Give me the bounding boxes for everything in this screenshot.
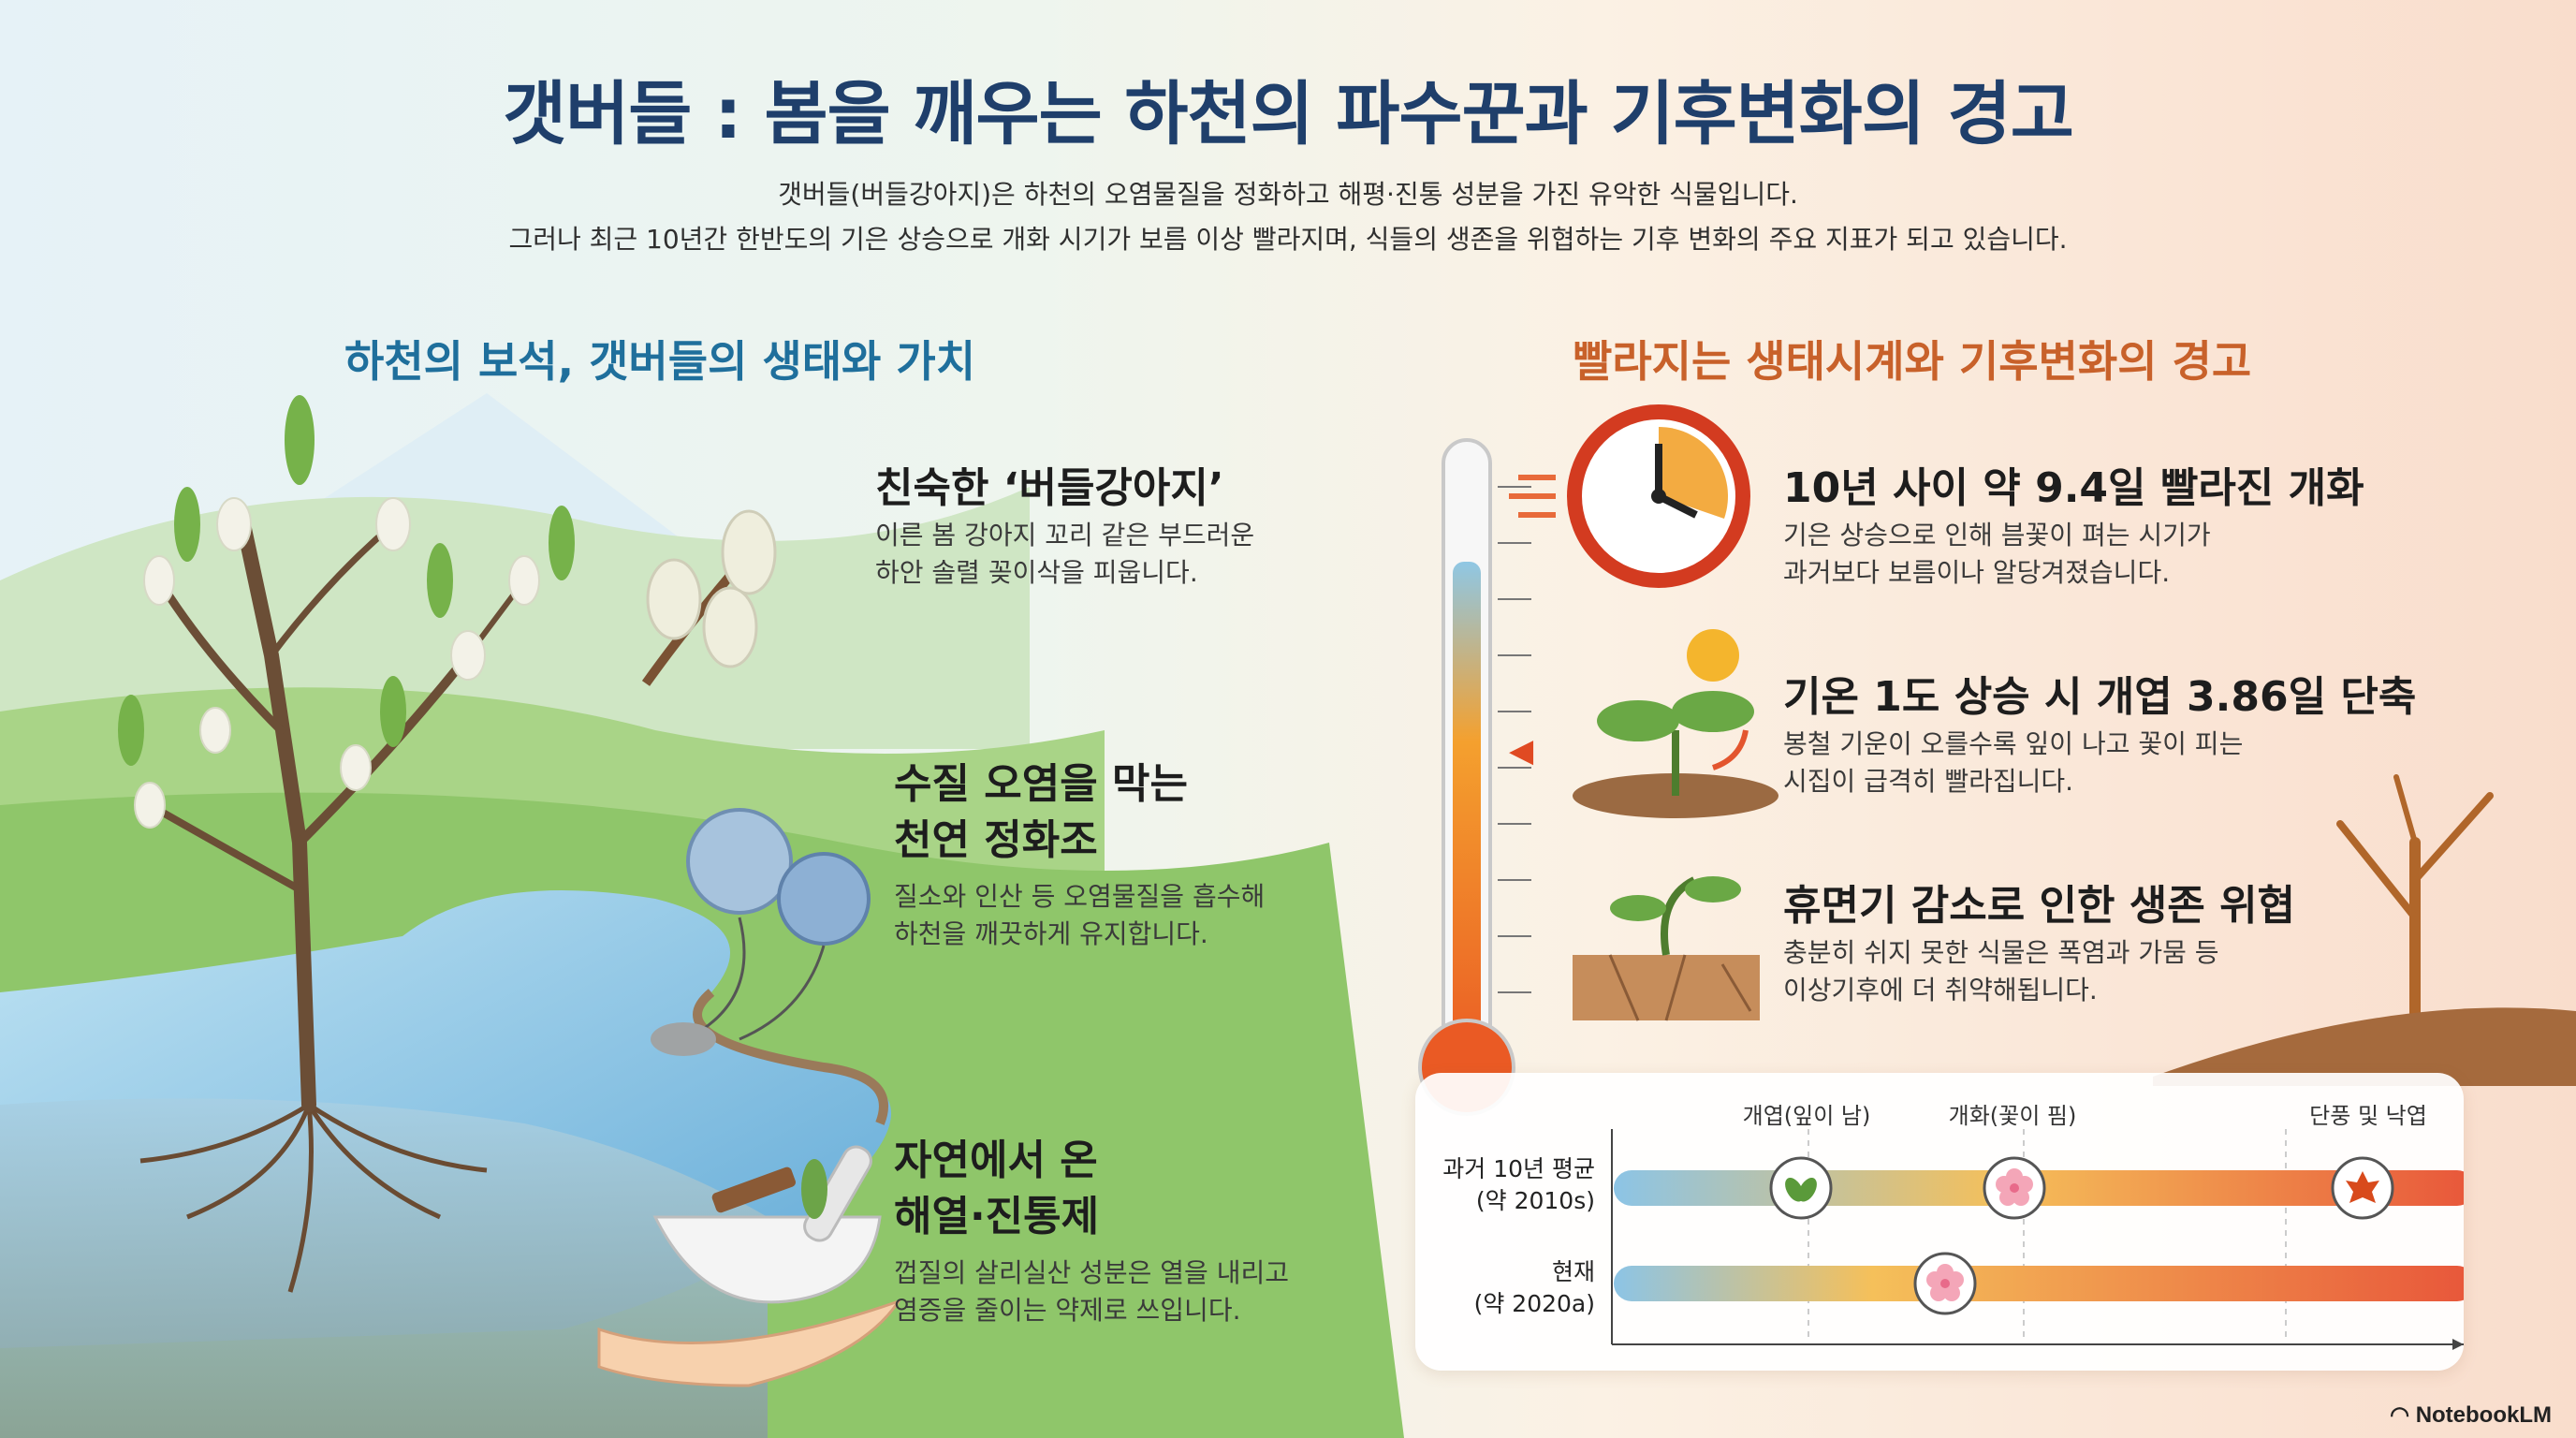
mortar-hand-icon — [597, 1145, 902, 1387]
left-item-2-desc-1: 질소와 인산 등 오염물질을 흡수해 — [894, 881, 1266, 912]
thermometer-marker: ◀ — [1509, 732, 1534, 770]
right-item-2-desc-2: 시집이 급격히 빨라집니다. — [1783, 766, 2074, 797]
right-item-1-desc-1: 기은 상승으로 인해 븜꽃이 펴는 시기가 — [1783, 520, 2211, 550]
bar-now — [1614, 1266, 2464, 1301]
label-leafing: 개엽(잎이 남) — [1742, 1103, 1871, 1129]
right-item-3-desc-1: 충분히 쉬지 못한 식물은 폭염과 가뭄 등 — [1783, 937, 2219, 968]
right-item-3-title: 휴면기 감소로 인한 생존 위협 — [1783, 882, 2296, 930]
right-item-2: 기온 1도 상승 시 개엽 3.86일 단축 봉철 기운이 오를수록 잎이 나고… — [1783, 669, 2416, 800]
right-item-3-desc-2: 이상기후에 더 취약해됩니다. — [1783, 975, 2098, 1005]
flower-icon — [1913, 1252, 1977, 1315]
cracked-ground — [2153, 1007, 2576, 1086]
label-autumn: 단풍 및 낙엽 — [2309, 1103, 2427, 1129]
left-item-3-desc-2: 염증을 줄이는 약제로 쓰입니다. — [894, 1295, 1241, 1326]
willow-catkin-icon — [641, 509, 777, 686]
row-now-line1: 현재 — [1551, 1258, 1595, 1285]
leaf-icon — [1769, 1156, 1833, 1220]
willow-tree — [146, 517, 527, 1112]
ground-cross-section — [0, 1098, 768, 1438]
left-item-2: 수질 오염을 막는 천연 정화조 질소와 인산 등 오염물질을 흡수해 하천을 … — [894, 756, 1265, 953]
intro-line-2: 그러나 최근 10년간 한반도의 기은 상승으로 개화 시기가 보름 이상 빨라… — [508, 224, 2068, 255]
row-now-line2: (약 2020a) — [1473, 1290, 1595, 1317]
tree-roots — [139, 1102, 488, 1293]
left-item-2-title-1: 수질 오염을 막는 — [894, 760, 1188, 808]
left-item-3-title-2: 해열·진통제 — [894, 1193, 1100, 1240]
left-item-3-title-1: 자연에서 온 — [894, 1137, 1098, 1184]
page-title: 갯버들 : 봄을 깨우는 하천의 파수꾼과 기후변화의 경고 — [503, 74, 2074, 154]
flower-icon — [1983, 1156, 2046, 1220]
left-item-2-title-2: 천연 정화조 — [894, 816, 1098, 864]
sprout-sun-icon — [1573, 629, 1778, 818]
left-item-1-desc-2: 하안 솔렬 꽂이삭을 피웁니다. — [875, 557, 1198, 588]
timeline-bars — [1611, 1129, 2464, 1350]
credit-label: ◠ NotebookLM — [2390, 1402, 2552, 1428]
leaves — [118, 395, 575, 766]
left-item-3-desc-1: 껍질의 살리실산 성분은 열을 내리고 — [894, 1257, 1290, 1288]
river-bank — [693, 989, 888, 1125]
left-item-1-title: 친숙한 ‘버들강아지’ — [875, 464, 1224, 512]
left-item-3: 자연에서 온 해열·진통제 껍질의 살리실산 성분은 열을 내리고 염증을 줄이… — [894, 1133, 1289, 1329]
left-item-1: 친숙한 ‘버들강아지’ 이른 봄 강아지 꼬리 같은 부드러운 하안 솔렬 꽂이… — [875, 461, 1254, 592]
left-item-2-desc-2: 하천을 깨끗하게 유지합니다. — [894, 918, 1208, 949]
wilted-sprout-icon — [1573, 876, 1760, 1021]
right-item-1: 10년 사이 약 9.4일 빨라진 개화 기은 상승으로 인해 븜꽃이 펴는 시… — [1783, 461, 2364, 592]
right-item-2-title: 기온 1도 상승 시 개엽 3.86일 단축 — [1783, 673, 2417, 721]
bare-tree — [2336, 774, 2494, 1054]
right-item-3: 휴면기 감소로 인한 생존 위협 충분히 쉬지 못한 식물은 폭염과 가뭄 등 … — [1783, 878, 2295, 1009]
left-item-1-desc-1: 이른 봄 강아지 꼬리 같은 부드러운 — [875, 520, 1255, 550]
right-section-heading: 빨라지는 생태시계와 기후변화의 경고 — [1573, 336, 2252, 387]
thermometer-icon — [1418, 438, 1531, 1116]
phenology-timeline — [1415, 1073, 2464, 1371]
row-past-line1: 과거 10년 평균 — [1442, 1155, 1595, 1182]
left-section-heading: 하천의 보석, 갯버들의 생태와 가치 — [344, 336, 976, 387]
row-past-line2: (약 2010s) — [1475, 1187, 1595, 1214]
label-flowering: 개화(꽃이 핌) — [1948, 1103, 2077, 1129]
right-item-1-desc-2: 과거보다 보름이나 알당겨졌습니다. — [1783, 557, 2171, 588]
pollutant-cluster-icon — [651, 808, 871, 1056]
right-item-1-title: 10년 사이 약 9.4일 빨라진 개화 — [1783, 464, 2364, 512]
row-past-label: 과거 10년 평균 (약 2010s) — [1415, 1153, 1595, 1217]
catkins — [134, 497, 540, 829]
intro-line-1: 갯버들(버들강아지)은 하천의 오염물질을 정화하고 해평·진통 성분을 가진 … — [778, 179, 1798, 210]
credit-text: NotebookLM — [2415, 1402, 2552, 1428]
clock-icon — [1509, 404, 1750, 588]
row-now-label: 현재 (약 2020a) — [1415, 1256, 1595, 1320]
right-item-2-desc-1: 봉철 기운이 오를수록 잎이 나고 꽃이 피는 — [1783, 728, 2244, 759]
maple-leaf-icon — [2331, 1156, 2394, 1220]
